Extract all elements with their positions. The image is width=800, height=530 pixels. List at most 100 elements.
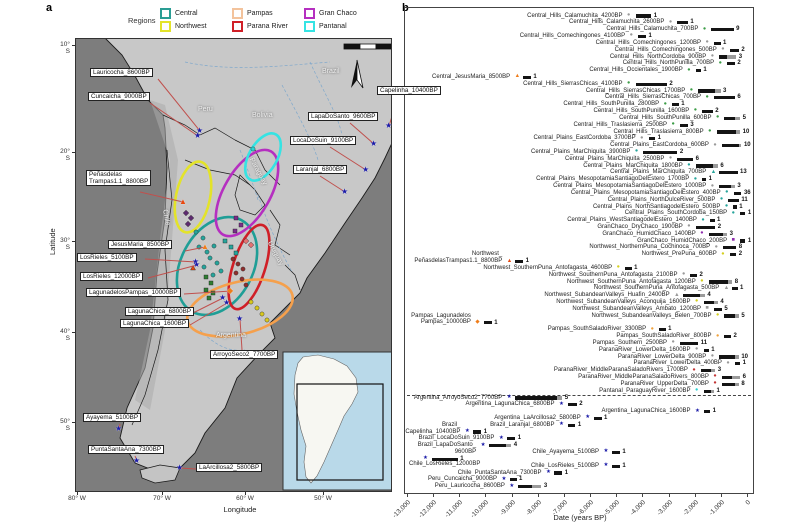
row-diamond-marker: ◆ [475,318,480,325]
map-site-label: ArroyoSeco2_7700BP [210,350,279,360]
site-star-marker: ★ [176,463,184,472]
row-label: Brazil_LapaDoSanto_ 9600BP [417,442,477,456]
longitude-tick-label: 80° W [68,495,86,502]
date-range-bar-extension [728,280,733,284]
date-range-bar [721,143,739,148]
row-label: Northwest_PrePuna_600BP [641,251,717,258]
date-range-bar-extension [734,116,741,120]
site-star-marker: ★ [115,424,123,433]
chart-x-tick [720,494,722,497]
date-range-bar [695,225,716,229]
date-range-bar [659,328,666,332]
row-label: Northwest_SouthernPuna_Antofagasta_2100B… [548,271,678,278]
row-circle-marker: ● [695,387,699,394]
legend-swatch [160,21,171,32]
date-range-bar [708,232,724,236]
row-circle-marker: ● [713,373,717,380]
chart-x-tick [459,494,461,497]
date-range-bar [695,164,713,168]
sample-count: 2 [699,271,703,278]
legend-item-label: Pampas [247,10,273,17]
date-range-bar [703,389,712,393]
row-star-marker: ★ [695,407,700,414]
row-circle-marker: ● [693,107,698,114]
row-circle-marker: ● [719,196,724,203]
sample-marker-diamond [182,209,190,217]
row-label: Argentina_LaArcillosa2_5800BP [494,414,581,421]
date-range-bar [612,464,620,468]
sample-marker-square [232,228,238,234]
legend-swatch [232,8,243,19]
date-range-bar [709,219,715,223]
map-site-label: PuntaSantaAna_7300BP [88,445,165,455]
row-label: Peru_Lauricocha_8600BP [434,483,505,490]
latitude-tick [72,45,75,46]
date-range-bar [677,157,694,161]
legend-item-label: Central [175,10,198,17]
row-circle-marker: ● [627,12,631,18]
site-star-marker: ★ [194,131,202,140]
sample-marker-square [208,280,214,286]
sample-count: 10 [742,128,750,135]
site-star-marker: ★ [385,121,393,130]
sample-count: 4 [513,442,518,449]
row-star-marker: ★ [545,468,551,475]
sample-count: 10 [743,142,751,149]
row-label: Central_Plains_NorthDulceRiver_500BP [607,196,716,203]
site-connector-line [139,191,184,203]
sample-count: 4 [720,299,724,306]
row-circle-marker: ● [687,162,691,169]
map-site-label: LagunadelosPampas_10000BP [86,288,181,298]
sample-count: 1 [723,39,727,46]
date-range-bar [708,280,729,284]
region-ellipse [227,223,271,311]
map-site-label: Peñasdelas Trampas1.1_8800BP [86,170,152,187]
row-circle-marker: ● [627,80,631,87]
row-label: Argentina_LagunaChica_1600BP [601,408,691,415]
row-label: Central_Hills_SierrasChicas_700BP [604,94,702,101]
date-range-bar [728,198,739,202]
site-connector-line [134,455,138,462]
chart-x-tick [694,494,696,497]
sample-marker-diamond [247,241,255,249]
row-circle-marker: ● [715,312,720,319]
site-connector-line [329,146,367,171]
row-circle-marker: ● [721,250,725,257]
row-circle-marker: ● [640,134,644,141]
row-label: Central_Hills_SierrasChicas_1700BP [585,87,686,94]
row-label: ParanaRiver_MiddleParanaSaladoRivers_800… [578,374,709,381]
site-connector-line [157,78,201,132]
date-range-bar [740,212,746,216]
sample-count: 2 [715,108,719,115]
sample-marker-circle [248,299,254,305]
date-range-bar-extension [506,444,512,448]
row-star-marker: ★ [501,475,507,482]
date-range-bar [695,68,701,73]
panel-a-label: a [46,2,53,14]
site-connector-line [192,297,224,314]
sample-count: 1 [622,462,626,469]
row-label: Central_Plains_MesopotamiaSantiagoDelEst… [553,183,707,190]
chart-x-tick [433,494,435,497]
site-star-marker: ★ [196,126,204,135]
legend-swatch [304,8,315,19]
row-label: Peru_Cuncaicha_9000BP [427,476,498,483]
sample-count: 1 [712,408,716,415]
sample-count: 1 [517,435,522,442]
sample-count: 6 [742,374,746,381]
date-range-bar-extension [712,164,718,168]
sample-count: 1 [577,421,582,428]
chart-x-tick [485,494,487,497]
row-circle-marker: ● [710,52,715,59]
sample-count: 1 [519,476,523,483]
sample-count: 1 [648,33,652,40]
row-star-marker: ★ [559,421,564,428]
row-circle-marker: ● [671,339,675,346]
row-label: Central_Plains_EastCordoba_600BP [610,142,709,149]
longitude-tick [162,492,163,495]
date-range-bar [682,294,700,298]
date-range-bar [714,96,735,100]
site-connector-line [189,302,228,326]
sample-marker-circle [210,272,216,278]
row-square-marker: ■ [731,237,735,244]
